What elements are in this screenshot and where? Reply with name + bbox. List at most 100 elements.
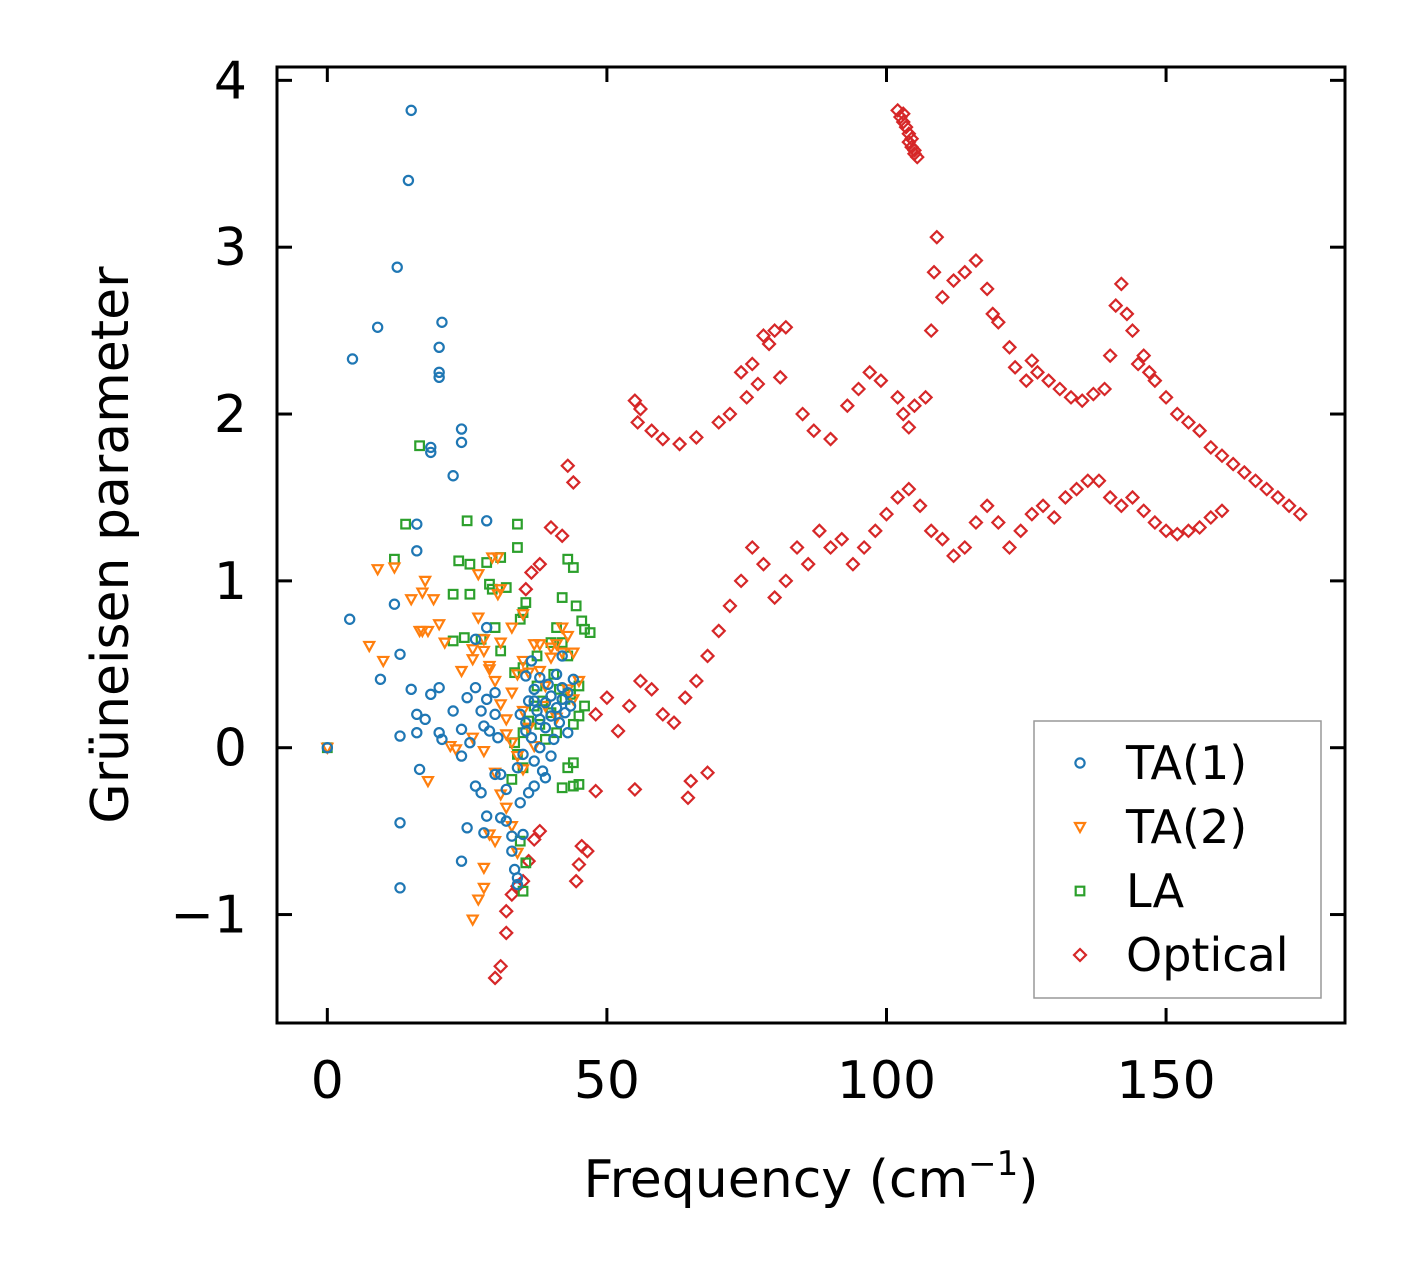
data-point [526,831,542,848]
data-point [411,518,423,530]
data-point [1203,509,1219,526]
data-point [449,744,463,757]
data-point [890,489,906,506]
data-point [584,627,596,638]
data-point [1046,509,1062,526]
data-point [566,647,581,660]
data-point [946,548,962,564]
data-point [1147,373,1163,389]
data-point [1119,306,1135,322]
data-point [579,700,590,712]
data-point [610,723,626,739]
y-tick-label: 1 [214,552,247,612]
data-point [481,557,493,568]
data-point [688,673,704,689]
data-point [465,654,480,667]
data-point [1001,339,1018,355]
series-layer [320,102,1308,986]
data-point [957,264,973,280]
data-point [388,598,401,610]
data-point [644,423,660,439]
data-point [492,732,504,744]
data-point [499,729,514,742]
data-point [511,878,524,891]
data-point [521,667,536,680]
data-point [568,873,584,889]
data-point [761,336,777,352]
data-point [455,855,468,867]
data-point [490,552,505,565]
data-point [374,673,387,686]
data-point [447,588,459,600]
data-point [534,713,546,726]
y-tick-label: 4 [214,51,247,111]
data-point [465,644,480,657]
data-point [655,431,671,447]
data-point [461,822,473,834]
data-point [411,545,423,557]
data-point [755,328,772,344]
data-point [1013,523,1029,539]
data-point [560,630,575,644]
data-point [522,787,535,799]
data-point [511,872,524,884]
data-point [1124,323,1141,339]
data-point [1057,489,1073,506]
data-point [772,369,788,385]
data-point [528,755,540,767]
data-point [487,970,503,986]
data-point [1041,373,1057,389]
data-point [1141,364,1157,380]
data-point [630,414,646,430]
data-point [556,637,568,649]
data-point [898,119,914,135]
data-point [506,830,518,842]
data-point [475,705,487,717]
data-point [514,708,526,721]
data-point [493,699,508,712]
series-ta-1 [321,104,580,894]
data-point [455,750,468,762]
data-point [413,763,426,776]
legend-marker-ta-2 [1073,821,1087,835]
data-point [985,306,1001,322]
data-point [564,700,577,712]
data-point [480,515,493,527]
data-point [767,589,783,606]
data-point [800,556,816,572]
data-point [750,376,766,392]
data-point [494,768,507,781]
data-point [532,665,547,679]
data-point [437,637,452,650]
data-point [542,678,554,691]
data-point [391,261,403,273]
data-point [588,783,604,799]
data-point [1080,473,1096,489]
data-point [1236,464,1252,480]
x-tick-label: 50 [574,1051,640,1111]
data-point [504,687,519,700]
data-point [878,506,895,522]
data-point [433,341,445,353]
data-point [990,314,1006,330]
data-point [455,423,468,435]
data-point [469,780,482,792]
data-point [425,441,437,454]
data-point [433,681,445,694]
data-point [548,733,560,746]
data-point [500,783,512,796]
data-point [599,690,615,706]
data-point [823,431,839,447]
data-point [1192,519,1208,536]
data-point [811,523,827,539]
data-point [1029,364,1046,380]
data-point [789,539,805,556]
data-point [433,371,445,384]
data-point [453,555,465,567]
data-point [436,316,448,328]
data-point [895,106,911,122]
data-point [901,419,917,435]
data-point [588,706,604,722]
data-point [346,353,359,365]
data-point [516,609,530,622]
